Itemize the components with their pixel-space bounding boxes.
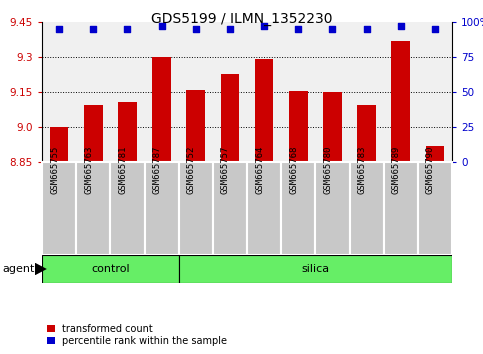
Point	[431, 26, 439, 32]
FancyBboxPatch shape	[110, 162, 144, 255]
FancyBboxPatch shape	[418, 162, 452, 255]
Point	[260, 23, 268, 29]
Bar	[152, 57, 171, 162]
FancyBboxPatch shape	[350, 162, 384, 255]
FancyBboxPatch shape	[384, 162, 418, 255]
FancyBboxPatch shape	[42, 255, 179, 283]
FancyBboxPatch shape	[247, 162, 281, 255]
Bar	[289, 91, 308, 162]
Point	[363, 26, 370, 32]
Point	[124, 26, 131, 32]
Text: GSM665790: GSM665790	[426, 145, 435, 194]
Point	[294, 26, 302, 32]
FancyBboxPatch shape	[42, 162, 76, 255]
FancyBboxPatch shape	[179, 162, 213, 255]
FancyBboxPatch shape	[213, 162, 247, 255]
Bar	[186, 90, 205, 162]
Bar	[426, 145, 444, 162]
Legend: transformed count, percentile rank within the sample: transformed count, percentile rank withi…	[47, 324, 227, 346]
Text: control: control	[91, 264, 129, 274]
Point	[226, 26, 234, 32]
Text: GSM665768: GSM665768	[289, 145, 298, 194]
FancyBboxPatch shape	[144, 162, 179, 255]
Text: agent: agent	[2, 264, 35, 274]
Bar	[50, 127, 69, 162]
FancyBboxPatch shape	[315, 162, 350, 255]
Text: GSM665789: GSM665789	[392, 145, 401, 194]
Text: GSM665755: GSM665755	[50, 145, 59, 194]
Text: GSM665763: GSM665763	[84, 145, 93, 194]
Text: GSM665757: GSM665757	[221, 145, 230, 194]
Text: GSM665752: GSM665752	[187, 145, 196, 194]
Point	[397, 23, 405, 29]
Text: GDS5199 / ILMN_1352230: GDS5199 / ILMN_1352230	[151, 12, 332, 27]
Text: GSM665781: GSM665781	[118, 145, 128, 194]
Bar	[323, 92, 342, 162]
Text: GSM665780: GSM665780	[324, 145, 332, 194]
Bar	[221, 74, 239, 162]
Text: silica: silica	[301, 264, 329, 274]
Point	[55, 26, 63, 32]
Point	[192, 26, 199, 32]
Point	[158, 23, 166, 29]
Text: GSM665783: GSM665783	[357, 145, 367, 194]
Polygon shape	[35, 263, 47, 275]
FancyBboxPatch shape	[76, 162, 110, 255]
Text: GSM665787: GSM665787	[153, 145, 162, 194]
FancyBboxPatch shape	[281, 162, 315, 255]
Bar	[255, 59, 273, 162]
Bar	[84, 105, 103, 162]
Text: GSM665764: GSM665764	[255, 145, 264, 194]
Bar	[118, 103, 137, 162]
Bar	[357, 105, 376, 162]
FancyBboxPatch shape	[179, 255, 452, 283]
Point	[89, 26, 97, 32]
Point	[328, 26, 336, 32]
Bar	[391, 41, 410, 162]
